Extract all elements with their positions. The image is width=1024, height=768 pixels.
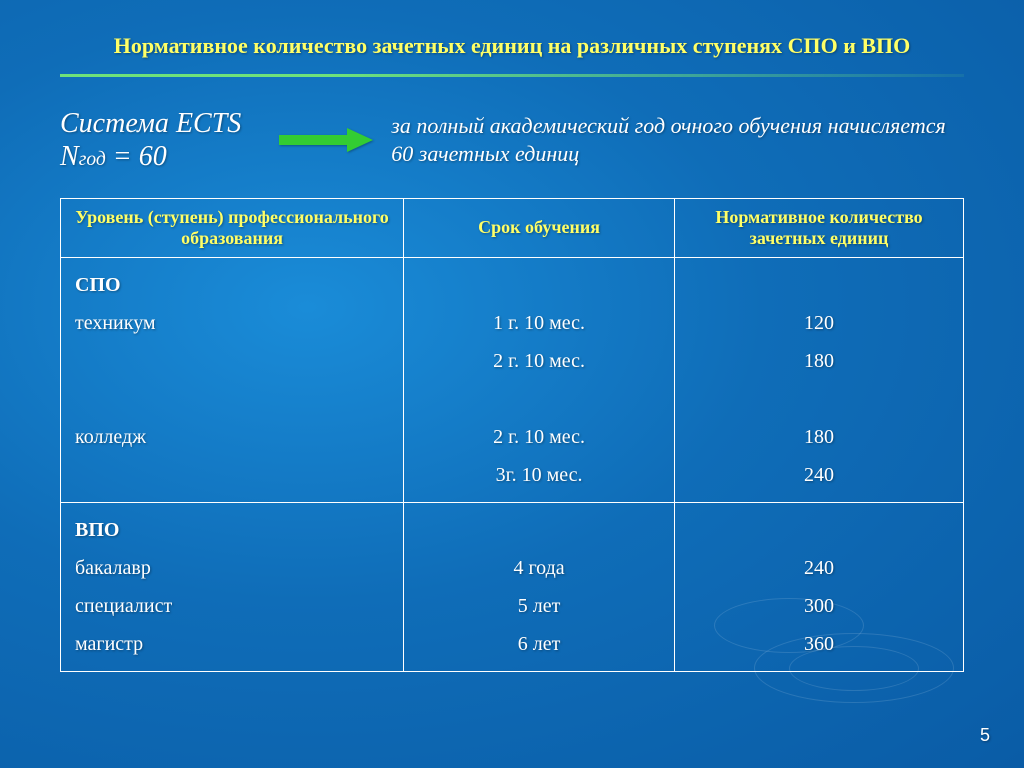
credits-table: Уровень (ступень) профессионального обра…	[60, 198, 964, 672]
decorative-ripples	[754, 608, 954, 728]
credits-cell-value: 120	[689, 304, 949, 342]
table-row-level: ВПОбакалаврспециалистмагистр	[61, 502, 404, 671]
page-number: 5	[980, 725, 990, 746]
credits-cell-value: 180	[689, 342, 949, 380]
level-item: техникум	[75, 304, 389, 342]
duration-cell-value	[418, 511, 660, 549]
duration-cell-value: 5 лет	[418, 587, 660, 625]
th-credits: Нормативное количество зачетных единиц	[675, 198, 964, 257]
duration-cell-value	[418, 266, 660, 304]
duration-cell-value	[418, 380, 660, 418]
duration-cell: 4 года5 лет6 лет	[404, 502, 675, 671]
ects-sub: год	[79, 149, 106, 170]
table-row-level: СПОтехникум колледж	[61, 257, 404, 502]
ects-n: N	[60, 141, 79, 172]
slide-title: Нормативное количество зачетных единиц н…	[0, 0, 1024, 70]
ects-line1-prefix: Система	[60, 108, 176, 139]
credits-cell-value	[689, 380, 949, 418]
credits-cell-value: 240	[689, 456, 949, 494]
duration-cell-value: 2 г. 10 мес.	[418, 342, 660, 380]
duration-cell-value: 6 лет	[418, 625, 660, 663]
credits-cell: 120180 180240	[675, 257, 964, 502]
arrow-icon	[261, 131, 391, 149]
ects-description: за полный академический год очного обуче…	[391, 112, 964, 169]
credits-cell-value	[689, 266, 949, 304]
level-item: специалист	[75, 587, 389, 625]
duration-cell-value: 3г. 10 мес.	[418, 456, 660, 494]
duration-cell-value: 4 года	[418, 549, 660, 587]
level-item	[75, 342, 389, 380]
th-duration: Срок обучения	[404, 198, 675, 257]
credits-cell-value: 180	[689, 418, 949, 456]
level-item: колледж	[75, 418, 389, 456]
level-item	[75, 380, 389, 418]
duration-cell: 1 г. 10 мес.2 г. 10 мес. 2 г. 10 мес.3г.…	[404, 257, 675, 502]
ects-label: Система ECTS Nгод = 60	[60, 107, 261, 174]
level-item: бакалавр	[75, 549, 389, 587]
level-group: СПО	[75, 266, 389, 304]
level-group: ВПО	[75, 511, 389, 549]
level-item: магистр	[75, 625, 389, 663]
duration-cell-value: 1 г. 10 мес.	[418, 304, 660, 342]
ects-line1-abbr: ECTS	[176, 108, 241, 139]
duration-cell-value: 2 г. 10 мес.	[418, 418, 660, 456]
credits-cell-value: 240	[689, 549, 949, 587]
table-row: СПОтехникум колледж 1 г. 10 мес.2 г. 10 …	[61, 257, 964, 502]
credits-cell-value	[689, 511, 949, 549]
th-level: Уровень (ступень) профессионального обра…	[61, 198, 404, 257]
ects-eq: = 60	[106, 141, 167, 172]
ects-section: Система ECTS Nгод = 60 за полный академи…	[0, 77, 1024, 198]
